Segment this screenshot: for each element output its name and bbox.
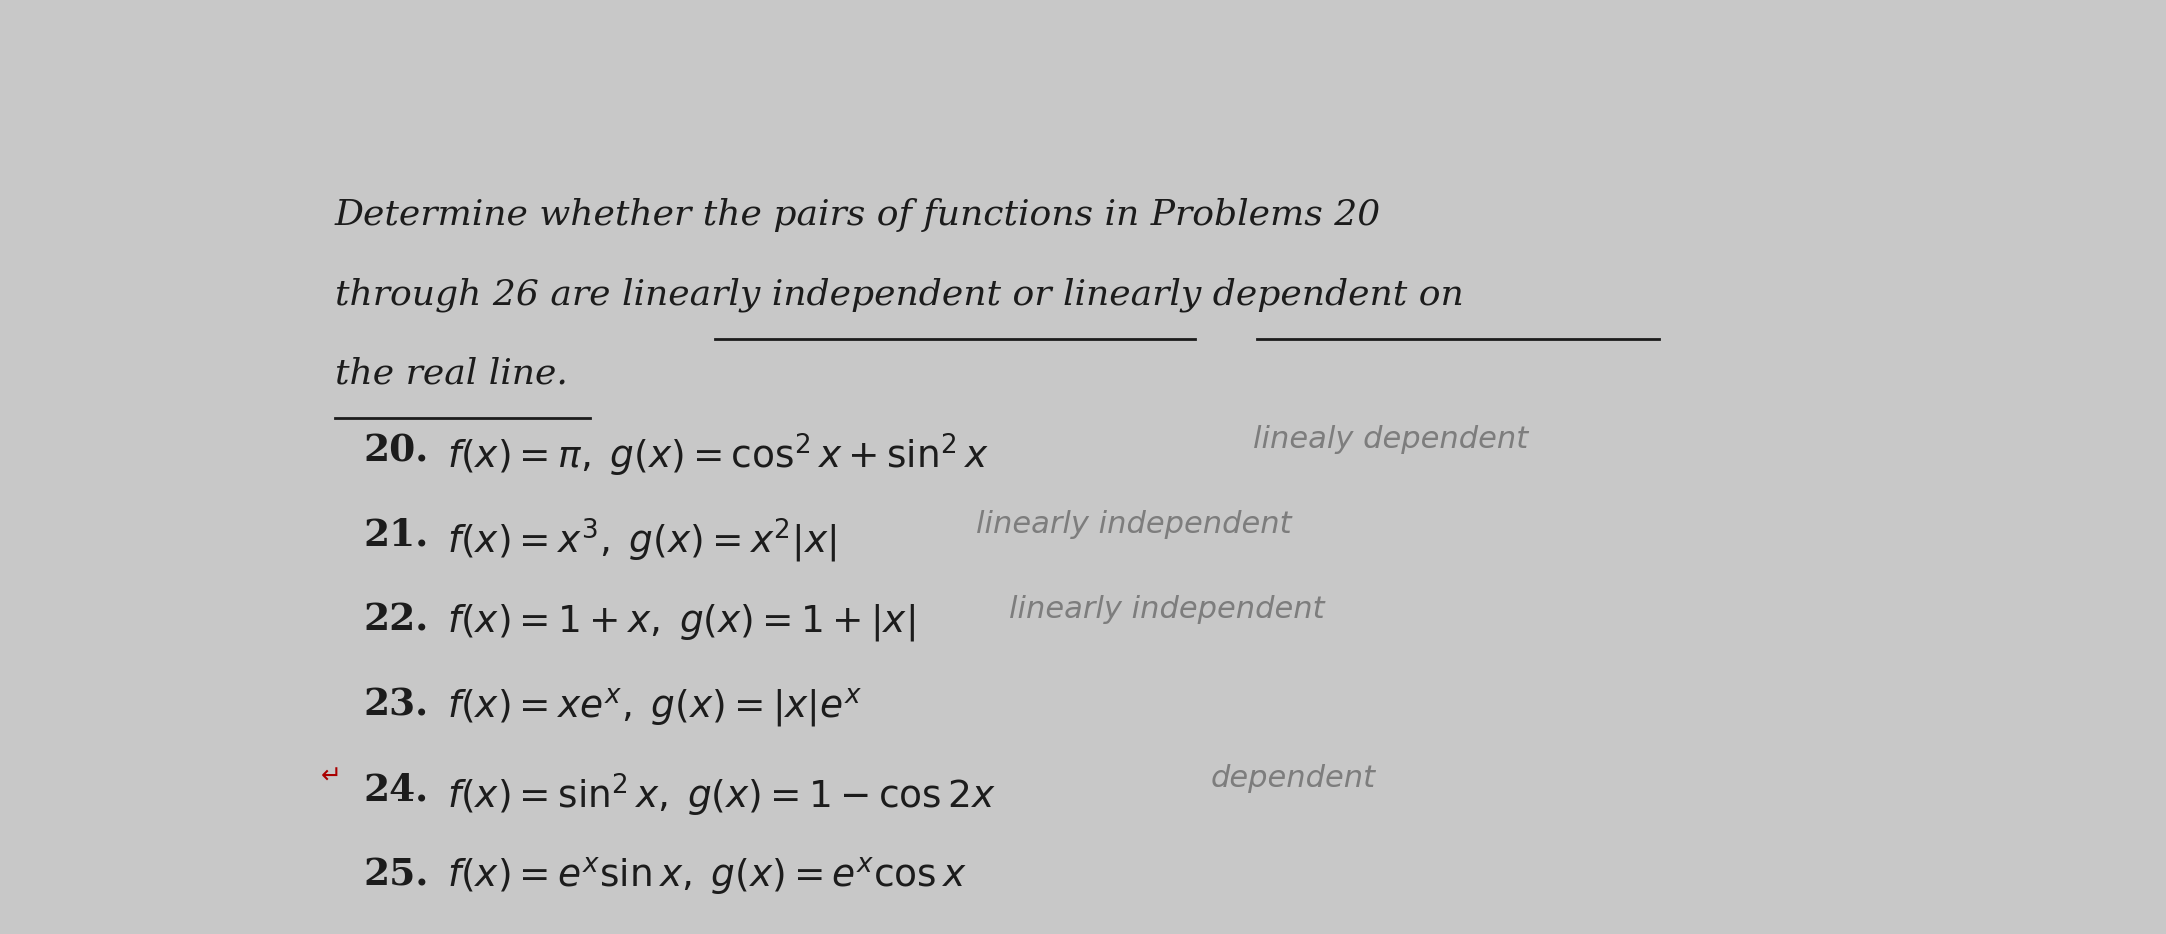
Text: 20.: 20. bbox=[364, 432, 429, 469]
Text: 21.: 21. bbox=[364, 517, 429, 554]
Text: 24.: 24. bbox=[364, 771, 429, 809]
Text: 25.: 25. bbox=[364, 856, 429, 894]
Text: through 26 are linearly independent or linearly dependent on: through 26 are linearly independent or l… bbox=[334, 277, 1464, 312]
Text: Determine whether the pairs of functions in Problems 20: Determine whether the pairs of functions… bbox=[334, 198, 1380, 233]
Text: the real line.: the real line. bbox=[334, 357, 567, 390]
Text: $f(x) = xe^x,\; g(x) = |x|e^x$: $f(x) = xe^x,\; g(x) = |x|e^x$ bbox=[446, 686, 862, 729]
Text: $f(x) = 1 + x,\; g(x) = 1 + |x|$: $f(x) = 1 + x,\; g(x) = 1 + |x|$ bbox=[446, 601, 914, 643]
Text: $f(x) = e^x \sin x,\; g(x) = e^x \cos x$: $f(x) = e^x \sin x,\; g(x) = e^x \cos x$ bbox=[446, 856, 966, 899]
Text: 22.: 22. bbox=[364, 601, 429, 639]
Text: dependent: dependent bbox=[1211, 764, 1375, 793]
Text: linearly independent: linearly independent bbox=[1009, 595, 1326, 624]
Text: $f(x) = \sin^2 x,\; g(x) = 1 - \cos 2x$: $f(x) = \sin^2 x,\; g(x) = 1 - \cos 2x$ bbox=[446, 771, 996, 819]
Text: $f(x) = x^3,\; g(x) = x^2|x|$: $f(x) = x^3,\; g(x) = x^2|x|$ bbox=[446, 517, 836, 565]
Text: $f(x) = \pi,\; g(x) = \cos^2 x + \sin^2 x$: $f(x) = \pi,\; g(x) = \cos^2 x + \sin^2 … bbox=[446, 432, 990, 479]
Text: ↵: ↵ bbox=[321, 764, 342, 788]
Text: 23.: 23. bbox=[364, 686, 429, 724]
Text: linealy dependent: linealy dependent bbox=[1252, 425, 1527, 454]
Text: linearly independent: linearly independent bbox=[975, 510, 1291, 539]
